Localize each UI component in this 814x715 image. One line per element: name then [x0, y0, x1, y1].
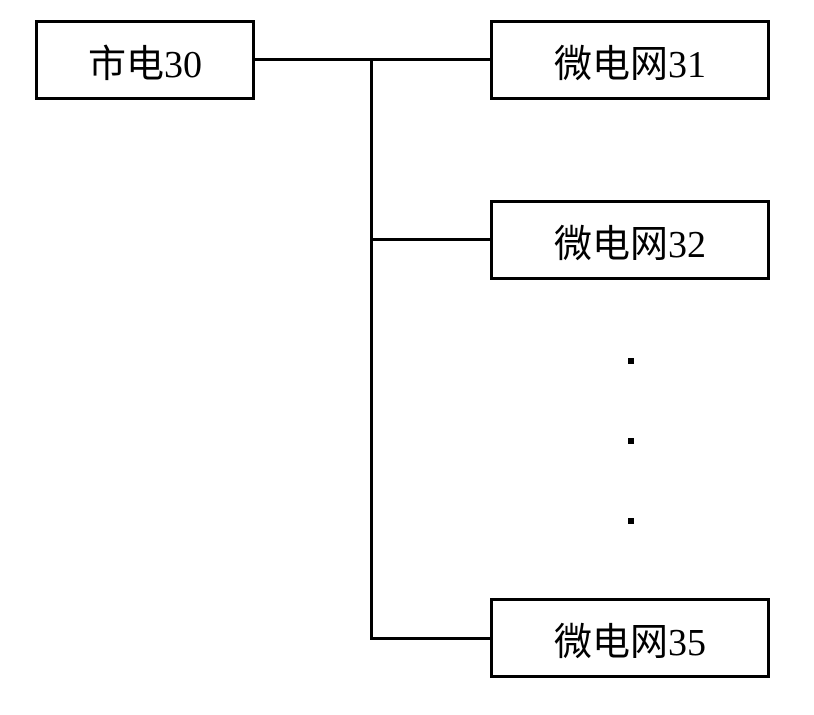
child-1-label: 微电网31: [554, 33, 706, 88]
child-node-1: 微电网31: [490, 20, 770, 100]
root-node: 市电30: [35, 20, 255, 100]
ellipsis-dot: [628, 518, 634, 524]
child-node-last: 微电网35: [490, 598, 770, 678]
connector-branch-last: [370, 637, 490, 640]
child-2-label: 微电网32: [554, 213, 706, 268]
child-node-2: 微电网32: [490, 200, 770, 280]
root-label: 市电30: [88, 33, 202, 88]
ellipsis-dot: [628, 438, 634, 444]
connector-trunk-vertical: [370, 58, 373, 640]
child-last-label: 微电网35: [554, 611, 706, 666]
connector-branch-2: [370, 238, 490, 241]
ellipsis-dot: [628, 358, 634, 364]
